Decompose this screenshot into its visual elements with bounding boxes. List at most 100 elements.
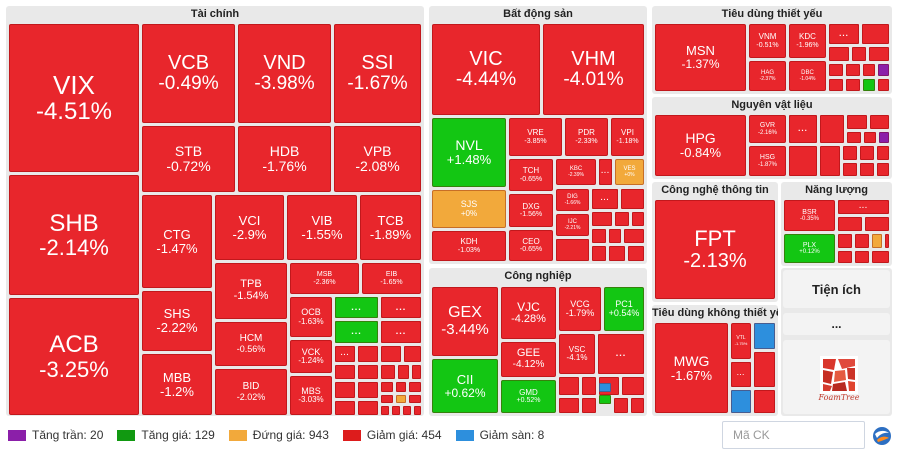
stock-cell-small[interactable] [843,146,857,160]
stock-cell-small[interactable] [829,47,849,61]
stock-tile-vib[interactable]: VIB -1.55% [287,195,357,260]
stock-tile-mbs[interactable]: MBS -3.03% [290,376,332,415]
more-stocks-cell[interactable]: ... [381,297,421,318]
stock-cell-small[interactable] [631,398,644,413]
stock-tile-vjc[interactable]: VJC -4.28% [501,287,556,339]
stock-cell-small[interactable] [404,346,421,362]
stock-tile-acb[interactable]: ACB -3.25% [9,298,139,415]
more-stocks-cell[interactable]: ... [598,334,644,374]
stock-cell-small[interactable] [878,64,889,76]
stock-cell-small[interactable] [789,146,817,176]
stock-tile-vck[interactable]: VCK -1.24% [290,340,332,373]
stock-cell-small[interactable] [852,47,866,61]
stock-tile-eib[interactable]: EIB -1.65% [362,263,421,294]
stock-cell-small[interactable] [820,115,844,143]
stock-tile-hag[interactable]: HAG -2.37% [749,61,786,91]
stock-cell-small[interactable] [412,365,421,379]
more-stocks-cell[interactable]: ... [783,313,890,335]
stock-tile-sjs[interactable]: SJS +0% [432,190,506,228]
stock-cell-small[interactable] [838,234,852,248]
stock-cell-small[interactable] [599,395,611,404]
stock-cell-small[interactable] [396,395,406,403]
stock-tile-nvl[interactable]: NVL +1.48% [432,118,506,187]
more-stocks-cell[interactable]: ... [381,321,421,343]
sector-title[interactable]: Tiêu dùng không thiết yếu [652,307,778,319]
stock-cell-small[interactable] [843,163,857,176]
more-stocks-cell[interactable]: ... [335,346,355,362]
stock-cell-small[interactable] [872,251,889,263]
sector-title[interactable]: Bất động sản [503,8,573,20]
stock-tile-kdh[interactable]: KDH -1.03% [432,231,506,261]
stock-cell-small[interactable] [879,132,889,143]
stock-cell-small[interactable] [624,229,644,243]
stock-cell-small[interactable] [582,377,596,395]
stock-tile-msn[interactable]: MSN -1.37% [655,24,746,91]
stock-cell-small[interactable] [381,346,401,362]
stock-tile-pc1[interactable]: PC1 +0.54% [604,287,644,331]
more-stocks-cell[interactable]: ... [599,159,612,185]
stock-search-input[interactable] [722,421,865,449]
stock-tile-hdb[interactable]: HDB -1.76% [238,126,331,192]
stock-cell-small[interactable] [381,406,389,415]
stock-tile-hpg[interactable]: HPG -0.84% [655,115,746,176]
stock-tile-bsr[interactable]: BSR -0.35% [784,200,835,231]
stock-cell-small[interactable] [864,132,876,143]
stock-tile-vnm[interactable]: VNM -0.51% [749,24,786,58]
sector-title[interactable]: Tiện ích [783,270,890,308]
stock-tile-dxg[interactable]: DXG -1.56% [509,194,553,227]
sector-title[interactable]: Tiêu dùng thiết yếu [721,8,823,20]
stock-cell-small[interactable] [622,377,644,395]
stock-cell-small[interactable] [855,234,869,248]
sector-title[interactable]: Tài chính [190,8,240,20]
stock-cell-small[interactable] [829,64,843,76]
stock-cell-small[interactable] [599,383,611,392]
more-stocks-cell[interactable]: ... [335,297,378,318]
stock-cell-small[interactable] [860,146,874,160]
stock-tile-vcg[interactable]: VCG -1.79% [559,287,601,331]
stock-tile-vhm[interactable]: VHM -4.01% [543,24,644,115]
stock-tile-vsc[interactable]: VSC -4.1% [559,334,595,374]
stock-cell-small[interactable] [592,246,606,261]
stock-cell-small[interactable] [609,229,621,243]
sector-title[interactable]: Nguyên vật liệu [731,99,813,111]
more-stocks-cell[interactable]: ... [789,115,817,143]
stock-cell-small[interactable] [754,352,775,387]
stock-cell-small[interactable] [860,163,874,176]
stock-tile-bid[interactable]: BID -2.02% [215,369,287,415]
stock-tile-ceo[interactable]: CEO -0.65% [509,230,553,261]
stock-tile-ssi[interactable]: SSI -1.67% [334,24,421,123]
stock-cell-small[interactable] [556,239,589,261]
more-stocks-cell[interactable]: ... [335,321,378,343]
stock-tile-ijc[interactable]: IJC -2.21% [556,214,589,236]
stock-tile-vix[interactable]: VIX -4.51% [9,24,139,172]
stock-tile-gmd[interactable]: GMD +0.52% [501,380,556,413]
stock-tile-gex[interactable]: GEX -3.44% [432,287,498,356]
stock-cell-small[interactable] [559,398,579,413]
stock-tile-tcb[interactable]: TCB -1.89% [360,195,421,260]
stock-cell-small[interactable] [358,401,378,415]
stock-cell-small[interactable] [878,79,889,91]
stock-tile-msb[interactable]: MSB -2.36% [290,263,359,294]
stock-cell-small[interactable] [358,365,378,379]
more-stocks-cell[interactable]: ... [592,189,618,209]
stock-cell-small[interactable] [628,246,644,261]
stock-tile-cii[interactable]: CII +0.62% [432,359,498,413]
stock-tile-vpb[interactable]: VPB -2.08% [334,126,421,192]
stock-cell-small[interactable] [392,406,400,415]
stock-cell-small[interactable] [865,217,889,231]
stock-cell-small[interactable] [358,346,378,362]
stock-cell-small[interactable] [862,24,889,44]
stock-cell-small[interactable] [615,212,629,226]
stock-cell-small[interactable] [409,382,421,392]
more-stocks-cell[interactable]: ... [731,362,751,387]
stock-tile-stb[interactable]: STB -0.72% [142,126,235,192]
stock-cell-small[interactable] [335,365,355,379]
stock-tile-ocb[interactable]: OCB -1.63% [290,297,332,337]
stock-tile-shb[interactable]: SHB -2.14% [9,175,139,295]
stock-cell-small[interactable] [409,395,421,403]
stock-tile-vic[interactable]: VIC -4.44% [432,24,540,115]
stock-cell-small[interactable] [846,64,860,76]
stock-cell-small[interactable] [847,132,861,143]
stock-tile-plx[interactable]: PLX +0.12% [784,234,835,263]
sector-title[interactable]: Công nghiệp [504,270,572,282]
